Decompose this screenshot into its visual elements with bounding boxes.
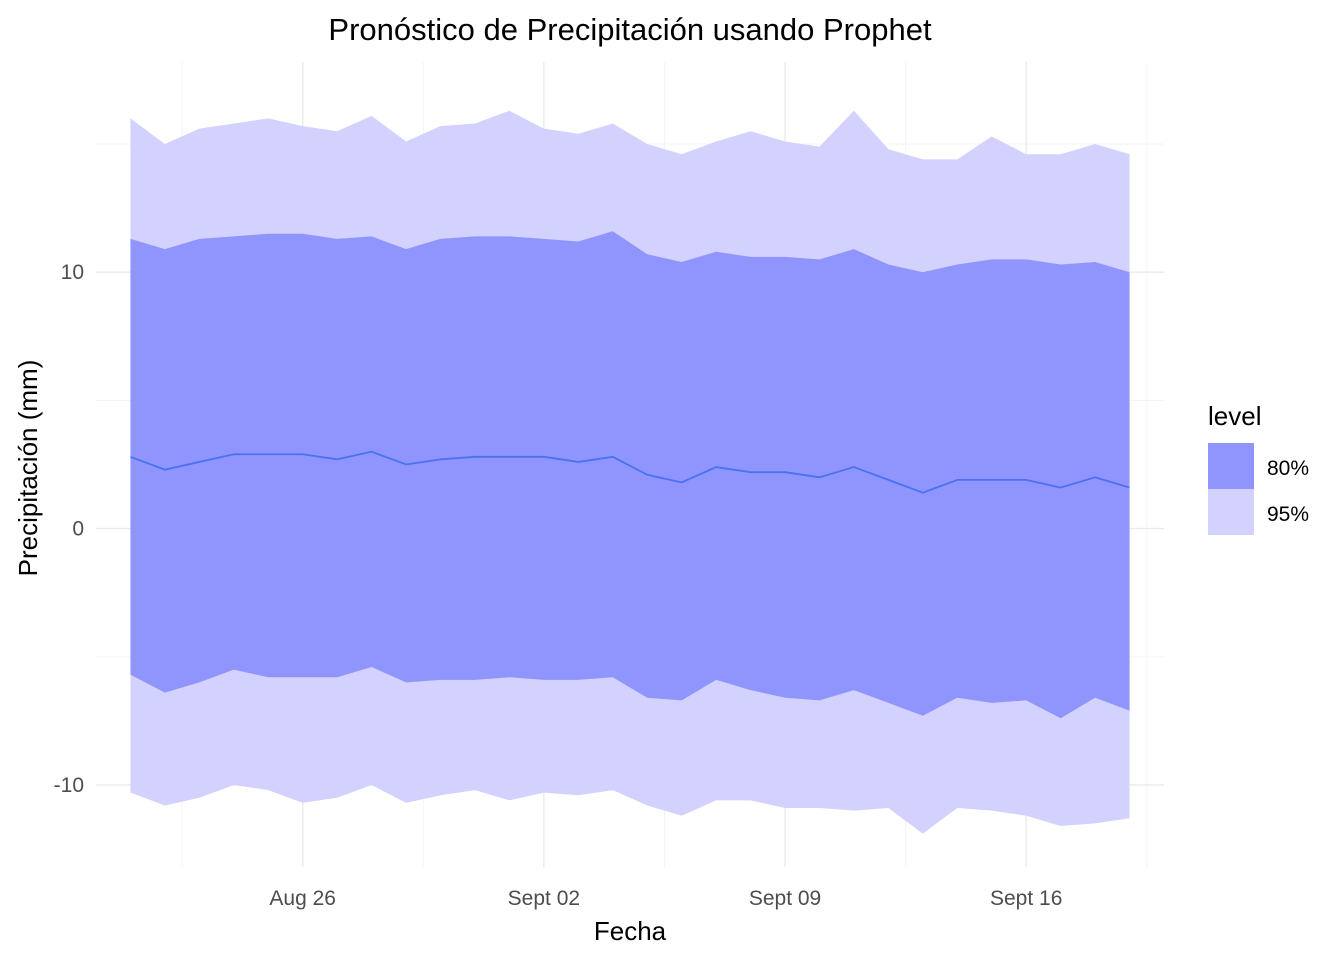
- band-80-area: [130, 231, 1130, 719]
- y-tick-label: 10: [61, 261, 84, 284]
- forecast-line: [130, 450, 1130, 494]
- legend: level 80% 95%: [1208, 401, 1309, 535]
- y-tick-label: -10: [54, 774, 84, 797]
- y-axis-title: Precipitación (mm): [13, 360, 43, 577]
- chart-title: Pronóstico de Precipitación usando Proph…: [328, 12, 932, 47]
- x-tick-label: Sept 09: [749, 887, 821, 910]
- x-axis-title: Fecha: [594, 916, 667, 946]
- legend-key-80: [1208, 443, 1254, 489]
- legend-label-95: 95%: [1267, 503, 1309, 526]
- legend-key-95: [1208, 489, 1254, 535]
- legend-title: level: [1208, 401, 1261, 431]
- band-80: [130, 231, 1130, 719]
- y-tick-label: 0: [72, 518, 84, 541]
- x-tick-label: Sept 02: [508, 887, 580, 910]
- forecast-line-layer: [130, 450, 1130, 494]
- legend-label-80: 80%: [1267, 457, 1309, 480]
- y-tick-labels: -10 0 10: [54, 261, 84, 797]
- x-tick-label: Sept 16: [990, 887, 1062, 910]
- x-tick-label: Aug 26: [269, 887, 336, 910]
- x-tick-labels: Aug 26 Sept 02 Sept 09 Sept 16: [269, 887, 1062, 910]
